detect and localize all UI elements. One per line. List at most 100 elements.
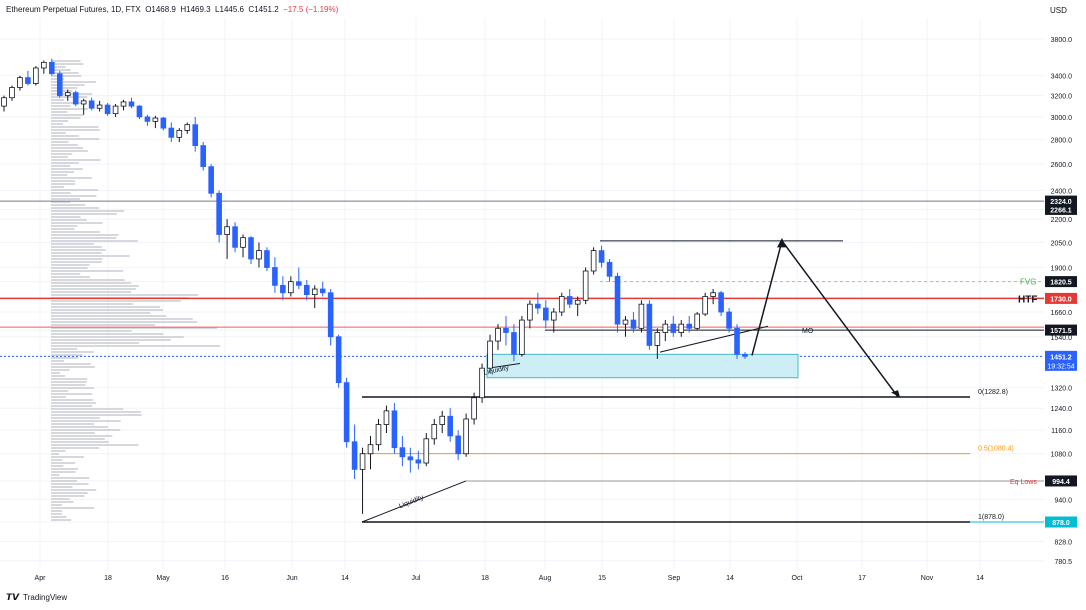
candle-body[interactable] <box>200 145 206 168</box>
candle-body[interactable] <box>272 267 278 286</box>
candle-body[interactable] <box>88 100 95 109</box>
candle-body[interactable] <box>56 73 63 97</box>
candle-body[interactable] <box>319 288 326 294</box>
candle-body[interactable] <box>726 311 732 329</box>
candle-body[interactable] <box>550 311 557 321</box>
candle-body[interactable] <box>495 327 501 342</box>
candle-body[interactable] <box>455 435 461 455</box>
candle-body[interactable] <box>359 453 366 470</box>
candle-body[interactable] <box>503 327 509 333</box>
candle-body[interactable] <box>327 292 334 338</box>
candle-body[interactable] <box>224 226 230 235</box>
candle-body[interactable] <box>17 77 23 88</box>
volume-profile-bar <box>51 276 90 278</box>
volume-profile-bar <box>51 372 60 374</box>
candle-body[interactable] <box>104 104 111 115</box>
candle-body[interactable] <box>590 250 597 272</box>
candle-body[interactable] <box>471 397 477 420</box>
candle-body[interactable] <box>511 332 517 355</box>
candle-body[interactable] <box>240 237 246 248</box>
candle-body[interactable] <box>168 127 175 138</box>
candle-body[interactable] <box>9 87 15 99</box>
candle-body[interactable] <box>96 104 103 109</box>
candle-body[interactable] <box>80 100 87 105</box>
candle-body[interactable] <box>447 415 453 437</box>
candle-body[interactable] <box>543 307 549 321</box>
candle-body[interactable] <box>718 292 724 313</box>
demand-zone-box[interactable] <box>486 353 799 379</box>
candle-body[interactable] <box>710 292 716 297</box>
candle-body[interactable] <box>574 299 581 305</box>
candle-body[interactable] <box>399 447 406 458</box>
candle-body[interactable] <box>686 323 693 329</box>
candle-body[interactable] <box>41 61 47 69</box>
candle-body[interactable] <box>614 275 621 325</box>
candle-body[interactable] <box>606 261 613 277</box>
candle-body[interactable] <box>638 303 645 329</box>
candle-body[interactable] <box>439 415 446 425</box>
candle-body[interactable] <box>264 250 270 268</box>
candle-body[interactable] <box>630 319 637 329</box>
candle-body[interactable] <box>184 124 191 131</box>
candle-body[interactable] <box>343 382 350 443</box>
candle-body[interactable] <box>351 441 358 470</box>
candle-body[interactable] <box>136 105 143 118</box>
candle-body[interactable] <box>622 319 629 325</box>
candle-body[interactable] <box>535 303 541 309</box>
candle-body[interactable] <box>694 313 700 329</box>
candle-body[interactable] <box>112 105 119 115</box>
candle-body[interactable] <box>296 281 302 286</box>
candle-body[interactable] <box>463 418 469 455</box>
candle-body[interactable] <box>742 353 748 357</box>
candle-body[interactable] <box>248 237 254 260</box>
candle-body[interactable] <box>407 456 414 461</box>
candle-body[interactable] <box>391 410 398 449</box>
candle-body[interactable] <box>176 129 183 138</box>
candle-body[interactable] <box>527 303 533 321</box>
candle-body[interactable] <box>415 459 422 464</box>
candle-body[interactable] <box>216 192 222 235</box>
candle-body[interactable] <box>192 124 199 147</box>
candle-body[interactable] <box>734 327 740 355</box>
candle-body[interactable] <box>120 101 127 107</box>
candle-body[interactable] <box>646 303 653 346</box>
candle-body[interactable] <box>367 444 374 455</box>
candle-body[interactable] <box>479 367 485 399</box>
candle-body[interactable] <box>152 117 159 122</box>
candle-body[interactable] <box>160 117 167 129</box>
candle-body[interactable] <box>678 323 685 333</box>
candle-body[interactable] <box>64 92 71 97</box>
candle-body[interactable] <box>144 116 151 122</box>
candle-body[interactable] <box>232 226 238 248</box>
candle-body[interactable] <box>33 67 39 84</box>
candle-body[interactable] <box>128 101 135 107</box>
candle-body[interactable] <box>654 332 661 346</box>
candle-body[interactable] <box>25 77 31 84</box>
candle-body[interactable] <box>670 323 677 333</box>
candle-body[interactable] <box>256 250 262 260</box>
candle-body[interactable] <box>487 340 493 369</box>
candle-body[interactable] <box>582 270 589 301</box>
candle-body[interactable] <box>598 250 605 263</box>
candle-body[interactable] <box>288 281 294 294</box>
candle-body[interactable] <box>303 284 310 296</box>
candle-body[interactable] <box>566 296 573 305</box>
candle-body[interactable] <box>383 410 390 425</box>
candle-body[interactable] <box>558 296 565 313</box>
candle-body[interactable] <box>72 92 79 105</box>
candle-body[interactable] <box>335 336 342 384</box>
candle-body[interactable] <box>280 284 286 294</box>
volume-profile-bar <box>51 198 80 200</box>
candle-body[interactable] <box>1 97 7 107</box>
candle-body[interactable] <box>702 296 708 315</box>
candle-body[interactable] <box>49 61 55 75</box>
candle-body[interactable] <box>431 424 438 440</box>
candle-body[interactable] <box>375 424 382 446</box>
candle-body[interactable] <box>662 323 669 333</box>
candle-body[interactable] <box>423 438 430 464</box>
candle-body[interactable] <box>311 288 318 296</box>
candle-body[interactable] <box>519 319 525 355</box>
candle-body[interactable] <box>208 166 214 194</box>
